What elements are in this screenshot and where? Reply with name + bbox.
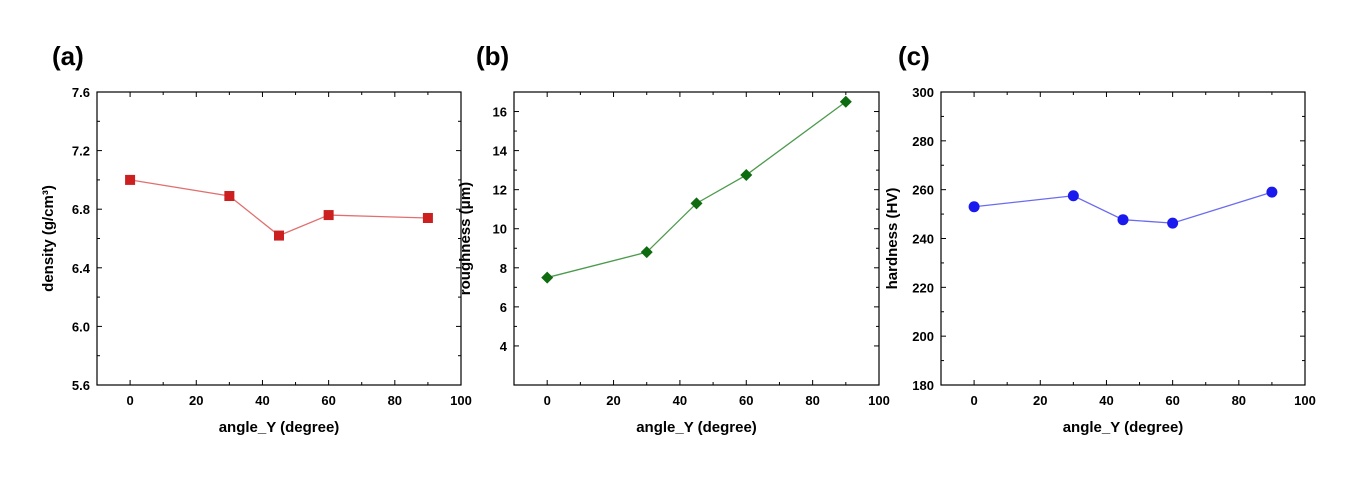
x-tick-label: 40 xyxy=(673,393,687,408)
series-line xyxy=(547,101,847,279)
panel-label: (a) xyxy=(52,41,84,71)
data-point xyxy=(839,95,852,108)
chart-panel-2: (c) 0 20 40 60 80 100 180 200 220 240 260 280 300 angl… xyxy=(884,41,1316,436)
x-tick-label: 80 xyxy=(388,393,402,408)
y-tick-label: 6.0 xyxy=(72,319,90,334)
data-point xyxy=(125,174,136,185)
y-tick-label: 4 xyxy=(500,339,508,354)
y-tick-label: 260 xyxy=(912,183,934,198)
data-point xyxy=(1067,190,1079,202)
x-tick-label: 40 xyxy=(255,393,269,408)
y-tick-label: 280 xyxy=(912,134,934,149)
data-point xyxy=(1117,214,1129,226)
data-point xyxy=(640,246,653,259)
series-line xyxy=(129,179,428,237)
x-tick-label: 100 xyxy=(1294,393,1316,408)
y-tick-label: 16 xyxy=(493,105,507,120)
y-tick-label: 7.2 xyxy=(72,144,90,159)
chart-panel-0: (a) 0 20 40 60 80 100 5.6 6.0 6.4 6.8 7.2 7.6 angle_Y… xyxy=(40,41,472,436)
data-point xyxy=(422,212,433,223)
plot-frame xyxy=(513,91,880,386)
data-point xyxy=(968,201,980,213)
y-tick-label: 14 xyxy=(493,144,508,159)
y-tick-label: 12 xyxy=(493,183,507,198)
y-tick-label: 220 xyxy=(912,280,934,295)
x-axis-title: angle_Y (degree) xyxy=(636,419,757,436)
y-axis-title: density (g/cm³) xyxy=(40,185,57,292)
x-tick-label: 0 xyxy=(126,393,133,408)
x-tick-label: 0 xyxy=(544,393,551,408)
y-tick-label: 6.4 xyxy=(72,261,91,276)
y-tick-label: 6 xyxy=(500,300,507,315)
data-point xyxy=(323,210,334,221)
panel-label: (c) xyxy=(898,41,930,71)
y-tick-label: 7.6 xyxy=(72,85,90,100)
x-tick-label: 100 xyxy=(450,393,472,408)
x-axis-title: angle_Y (degree) xyxy=(1063,419,1184,436)
x-tick-label: 20 xyxy=(189,393,203,408)
y-tick-label: 5.6 xyxy=(72,378,90,393)
x-tick-label: 40 xyxy=(1099,393,1113,408)
x-tick-label: 80 xyxy=(805,393,819,408)
data-point xyxy=(541,271,554,284)
plot-frame xyxy=(940,91,1306,386)
x-tick-label: 60 xyxy=(321,393,335,408)
panel-label: (b) xyxy=(476,41,509,71)
x-tick-label: 80 xyxy=(1232,393,1246,408)
data-point xyxy=(740,169,753,182)
y-tick-label: 240 xyxy=(912,232,934,247)
y-tick-label: 8 xyxy=(500,261,507,276)
data-point xyxy=(274,230,284,241)
y-tick-label: 200 xyxy=(912,329,934,344)
y-tick-label: 180 xyxy=(912,378,934,393)
x-axis-title: angle_Y (degree) xyxy=(219,419,340,436)
x-tick-label: 100 xyxy=(868,393,890,408)
data-point xyxy=(1266,186,1278,198)
x-tick-label: 60 xyxy=(1165,393,1179,408)
x-tick-label: 20 xyxy=(606,393,620,408)
y-tick-label: 6.8 xyxy=(72,202,90,217)
data-point xyxy=(224,191,235,202)
chart-panel-1: (b) 0 20 40 60 80 100 4 6 8 10 12 14 16 angle_Y (degre… xyxy=(457,41,890,436)
data-point xyxy=(1167,217,1179,229)
data-point xyxy=(690,197,703,210)
y-axis-title: hardness (HV) xyxy=(884,188,901,290)
x-tick-label: 60 xyxy=(739,393,753,408)
y-axis-title: roughness (μm) xyxy=(457,182,474,295)
y-tick-label: 300 xyxy=(912,85,934,100)
x-tick-label: 0 xyxy=(970,393,977,408)
y-tick-label: 10 xyxy=(493,222,507,237)
x-tick-label: 20 xyxy=(1033,393,1047,408)
